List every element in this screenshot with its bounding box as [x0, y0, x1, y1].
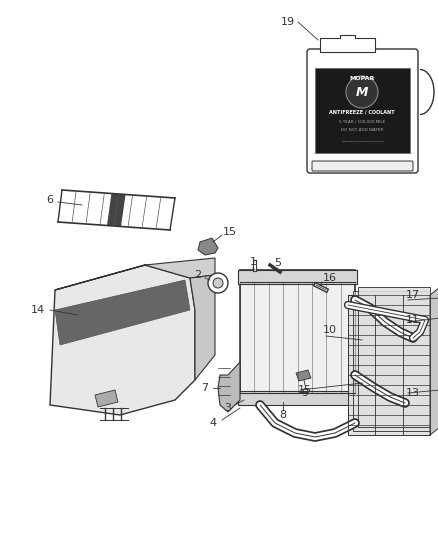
Text: 10: 10 — [323, 325, 337, 335]
Text: ─────────────────: ───────────────── — [341, 140, 383, 144]
Text: 14: 14 — [31, 305, 45, 315]
Text: 5 YEAR / 100,000 MILE: 5 YEAR / 100,000 MILE — [339, 120, 385, 124]
Text: 11: 11 — [406, 315, 420, 325]
Polygon shape — [218, 362, 240, 412]
Text: 6: 6 — [46, 195, 53, 205]
Polygon shape — [107, 193, 126, 227]
Text: MOPAR: MOPAR — [350, 76, 374, 80]
Polygon shape — [55, 280, 190, 345]
Polygon shape — [320, 35, 375, 52]
FancyBboxPatch shape — [238, 270, 357, 284]
Text: M: M — [356, 85, 368, 99]
Text: 13: 13 — [406, 388, 420, 398]
Text: 7: 7 — [201, 383, 208, 393]
Bar — [353, 291, 430, 431]
Polygon shape — [296, 370, 311, 381]
Polygon shape — [198, 238, 218, 255]
FancyBboxPatch shape — [307, 49, 418, 173]
Polygon shape — [95, 390, 118, 407]
Text: 8: 8 — [279, 410, 286, 420]
FancyBboxPatch shape — [315, 68, 410, 153]
Bar — [348, 295, 430, 435]
Text: 19: 19 — [281, 17, 295, 27]
Text: DO NOT ADD WATER: DO NOT ADD WATER — [341, 128, 383, 132]
Text: 2: 2 — [194, 270, 201, 280]
Text: 3: 3 — [225, 403, 232, 413]
Text: 5: 5 — [275, 258, 282, 268]
Polygon shape — [190, 275, 215, 380]
Circle shape — [346, 76, 378, 108]
Bar — [240, 270, 355, 405]
Text: 9: 9 — [301, 388, 308, 398]
FancyBboxPatch shape — [312, 161, 413, 171]
Polygon shape — [430, 283, 438, 435]
Text: ANTIFREEZE / COOLANT: ANTIFREEZE / COOLANT — [329, 109, 395, 115]
Text: 15: 15 — [298, 385, 312, 395]
FancyBboxPatch shape — [238, 391, 357, 405]
Circle shape — [208, 273, 228, 293]
Text: 1: 1 — [250, 257, 257, 267]
Text: 17: 17 — [406, 290, 420, 300]
Bar — [358, 287, 430, 427]
Polygon shape — [50, 265, 195, 415]
Circle shape — [213, 278, 223, 288]
Polygon shape — [55, 258, 215, 290]
Text: 15: 15 — [223, 227, 237, 237]
Text: 4: 4 — [209, 418, 216, 428]
Text: 16: 16 — [323, 273, 337, 283]
